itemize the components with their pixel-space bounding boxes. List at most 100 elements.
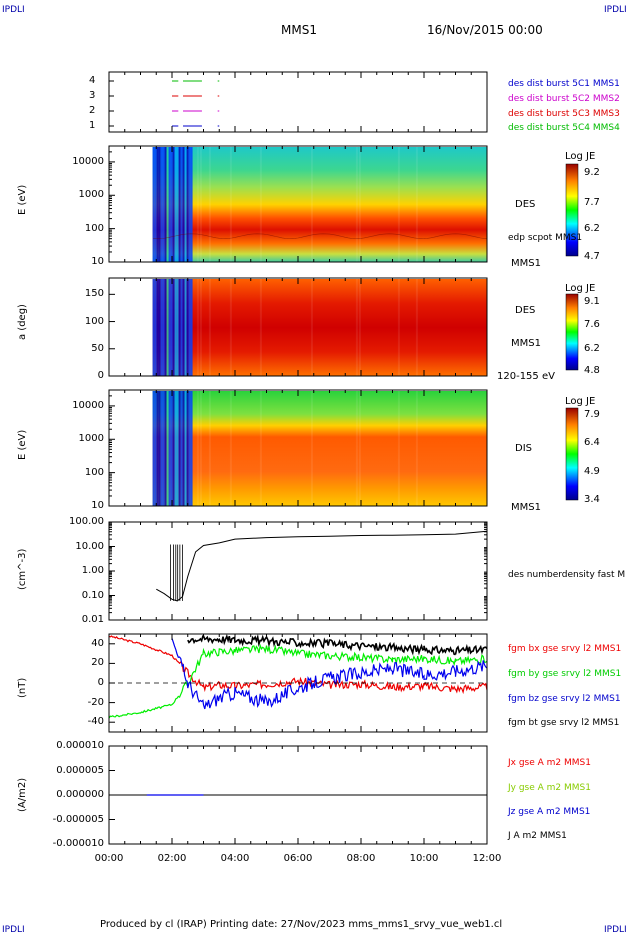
heatmap-strip xyxy=(186,147,189,262)
heatmap-strip xyxy=(208,391,211,506)
ytick-label: 10 xyxy=(91,500,104,511)
heatmap-strip xyxy=(358,147,361,262)
spacecraft-title: MMS1 xyxy=(281,23,317,37)
legend-burst-mms1: des dist burst 5C1 MMS1 xyxy=(508,79,620,89)
heatmap-strip xyxy=(199,147,202,262)
ytick-label: 3 xyxy=(89,90,96,101)
colorbar-tick: 4.8 xyxy=(584,365,600,376)
colorbar-tick: 7.7 xyxy=(584,197,600,208)
heatmap-strip xyxy=(178,279,181,376)
heatmap-strip xyxy=(186,391,189,506)
colorbar-tick: 4.7 xyxy=(584,251,600,262)
heatmap-strip xyxy=(176,279,179,376)
heatmap-strip xyxy=(166,391,169,506)
heatmap-strip xyxy=(176,391,179,506)
heatmap-strip xyxy=(199,279,202,376)
ytick-label: 20 xyxy=(91,657,104,669)
heatmap-strip xyxy=(174,147,177,262)
legend-bz: fgm bz gse srvy l2 MMS1 xyxy=(508,694,621,704)
heatmap-strip xyxy=(174,391,177,506)
heatmap-strip xyxy=(158,147,161,262)
heatmap-layer xyxy=(152,147,487,506)
heatmap-strip xyxy=(355,279,358,376)
instrument-dis: DIS xyxy=(515,443,532,454)
heatmap-strip xyxy=(156,279,159,376)
sublabel-mms1-2: MMS1 xyxy=(511,338,541,349)
heatmap-strip xyxy=(168,391,171,506)
colorbar-tick: 6.2 xyxy=(584,223,600,234)
ipdl-footer-right: IPDLI xyxy=(604,925,627,934)
heatmap-strip xyxy=(182,279,185,376)
heatmap-strip xyxy=(188,147,191,262)
legend-burst-mms2: des dist burst 5C2 MMS2 xyxy=(508,94,620,104)
heatmap-strip xyxy=(168,279,171,376)
heatmap-strip xyxy=(162,279,165,376)
bfield-line xyxy=(108,635,488,695)
legend-density: des numberdensity fast M xyxy=(508,570,626,580)
heatmap-body xyxy=(152,391,487,506)
heatmap-strip xyxy=(168,147,171,262)
ytick-label: 0 xyxy=(97,677,104,688)
ipdl-footer-left: IPDLI xyxy=(2,925,25,934)
heatmap-strip xyxy=(196,147,199,262)
heatmap-strip xyxy=(229,279,232,376)
sublabel-mms1-1: MMS1 xyxy=(511,258,541,269)
ytick-label: 0.000010 xyxy=(56,740,104,751)
heatmap-strip xyxy=(310,391,313,506)
ylabel-des-pitch: a (deg) xyxy=(17,304,28,340)
heatmap-strip xyxy=(415,391,418,506)
ytick-label: 50 xyxy=(91,342,104,354)
heatmap-strip xyxy=(259,391,262,506)
ytick-label: 100 xyxy=(84,315,104,327)
colorbar xyxy=(565,407,579,501)
ytick-label: 4 xyxy=(89,75,96,86)
ytick-label: -20 xyxy=(87,696,104,708)
heatmap-strip xyxy=(160,391,163,506)
ytick-label: 150 xyxy=(84,288,104,300)
ytick-label: 100 xyxy=(84,222,104,234)
ytick-label: 100 xyxy=(84,466,104,478)
heatmap-strip xyxy=(160,279,163,376)
heatmap-strip xyxy=(397,147,400,262)
heatmap-strip xyxy=(152,391,155,506)
heatmap-strip xyxy=(170,147,173,262)
ylabel-bfield: (nT) xyxy=(17,677,28,698)
heatmap-strip xyxy=(190,279,193,376)
heatmap-strip xyxy=(152,147,155,262)
legend-jy: Jy gse A m2 MMS1 xyxy=(508,783,591,793)
ytick-label: 10000 xyxy=(72,155,104,167)
ipdl-label-right: IPDLI xyxy=(604,5,627,15)
heatmap-strip xyxy=(176,147,179,262)
colorbar-tick: 4.9 xyxy=(584,466,600,477)
heatmap-strip xyxy=(184,147,187,262)
ytick-label: -40 xyxy=(87,716,104,728)
bfield-line xyxy=(187,633,488,656)
heatmap-strip xyxy=(188,391,191,506)
heatmap-strip xyxy=(190,391,193,506)
heatmap-strip xyxy=(174,279,177,376)
heatmap-strip xyxy=(156,391,159,506)
legend-bt: fgm bt gse srvy l2 MMS1 xyxy=(508,718,620,728)
instrument-des-1: DES xyxy=(515,199,536,210)
ytick-label: 0.000000 xyxy=(56,789,104,800)
ytick-label: 0.01 xyxy=(81,614,104,625)
colorbar-tick: 6.4 xyxy=(584,437,600,448)
legend-j: J A m2 MMS1 xyxy=(508,831,567,841)
start-date: 16/Nov/2015 00:00 xyxy=(427,23,543,37)
heatmap-strip xyxy=(415,147,418,262)
heatmap-strip xyxy=(178,391,181,506)
ytick-label: 10000 xyxy=(72,399,104,411)
footer-credit: Produced by cl (IRAP) Printing date: 27/… xyxy=(100,919,503,930)
heatmap-body xyxy=(152,147,487,262)
xtick-label: 10:00 xyxy=(409,853,439,864)
heatmap-strip xyxy=(152,279,155,376)
ylabel-dis-energy: E (eV) xyxy=(17,429,28,460)
colorbar-title-2: Log JE xyxy=(565,283,596,294)
ytick-label: -0.000005 xyxy=(52,813,104,825)
heatmap-strip xyxy=(208,279,211,376)
heatmap-strip xyxy=(397,391,400,506)
xtick-label: 04:00 xyxy=(220,853,250,864)
overlay-scpot: edp scpot MMS1 xyxy=(508,233,583,243)
heatmap-strip xyxy=(172,279,175,376)
